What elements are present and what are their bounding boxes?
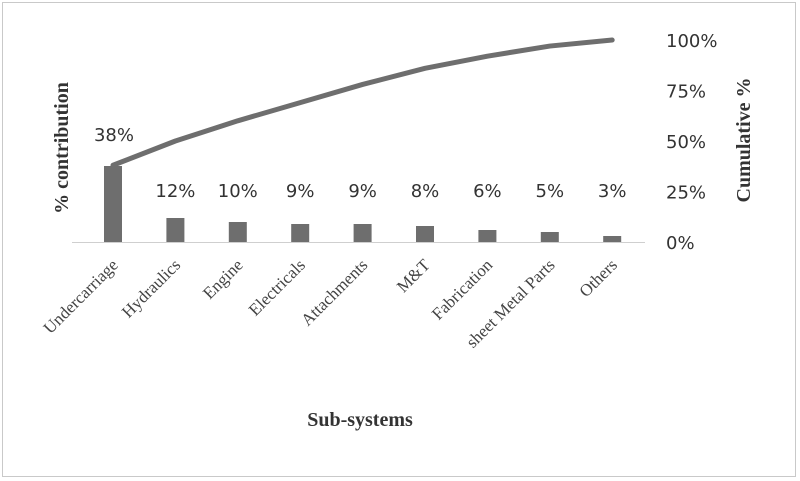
y2-axis-title: Cumulative % (733, 78, 755, 203)
bar-0 (104, 166, 122, 242)
category-label-3: Electricals (245, 255, 309, 319)
y2-tick-4: 100% (666, 31, 717, 52)
data-label-0: 38% (94, 125, 134, 146)
bar-3 (291, 224, 310, 242)
plot-area: 38% 12% 10% 9% 9% 8% 6% 5% 3% 0% 25% 50% 75% 100% Unde… (40, 31, 718, 352)
y2-tick-1: 25% (666, 183, 706, 204)
data-label-8: 3% (598, 181, 627, 202)
data-label-5: 8% (411, 181, 440, 202)
y2-tick-3: 75% (666, 82, 706, 103)
bar-1 (166, 218, 185, 242)
category-label-1: Hydraulics (118, 255, 184, 321)
category-label-2: Engine (199, 255, 246, 302)
cumulative-line (110, 37, 615, 168)
data-label-1: 12% (155, 181, 195, 202)
category-label-0: Undercarriage (40, 255, 122, 337)
category-label-5: M&T (393, 255, 434, 296)
bar-6 (478, 230, 497, 242)
data-label-2: 10% (218, 181, 258, 202)
category-label-8: Others (576, 255, 621, 300)
data-label-7: 5% (536, 181, 565, 202)
y2-tick-2: 50% (666, 132, 706, 153)
bar-8 (603, 236, 622, 242)
y-axis-title: % contribution (51, 82, 73, 214)
data-label-4: 9% (348, 181, 377, 202)
y2-tick-0: 0% (666, 233, 695, 254)
bar-7 (540, 232, 559, 242)
bar-4 (353, 224, 372, 242)
bar-2 (228, 222, 247, 242)
bar-5 (416, 226, 434, 242)
data-label-3: 9% (286, 181, 315, 202)
data-label-6: 6% (473, 181, 502, 202)
category-label-4: Attachments (297, 255, 371, 329)
x-axis-title: Sub-systems (307, 409, 413, 431)
